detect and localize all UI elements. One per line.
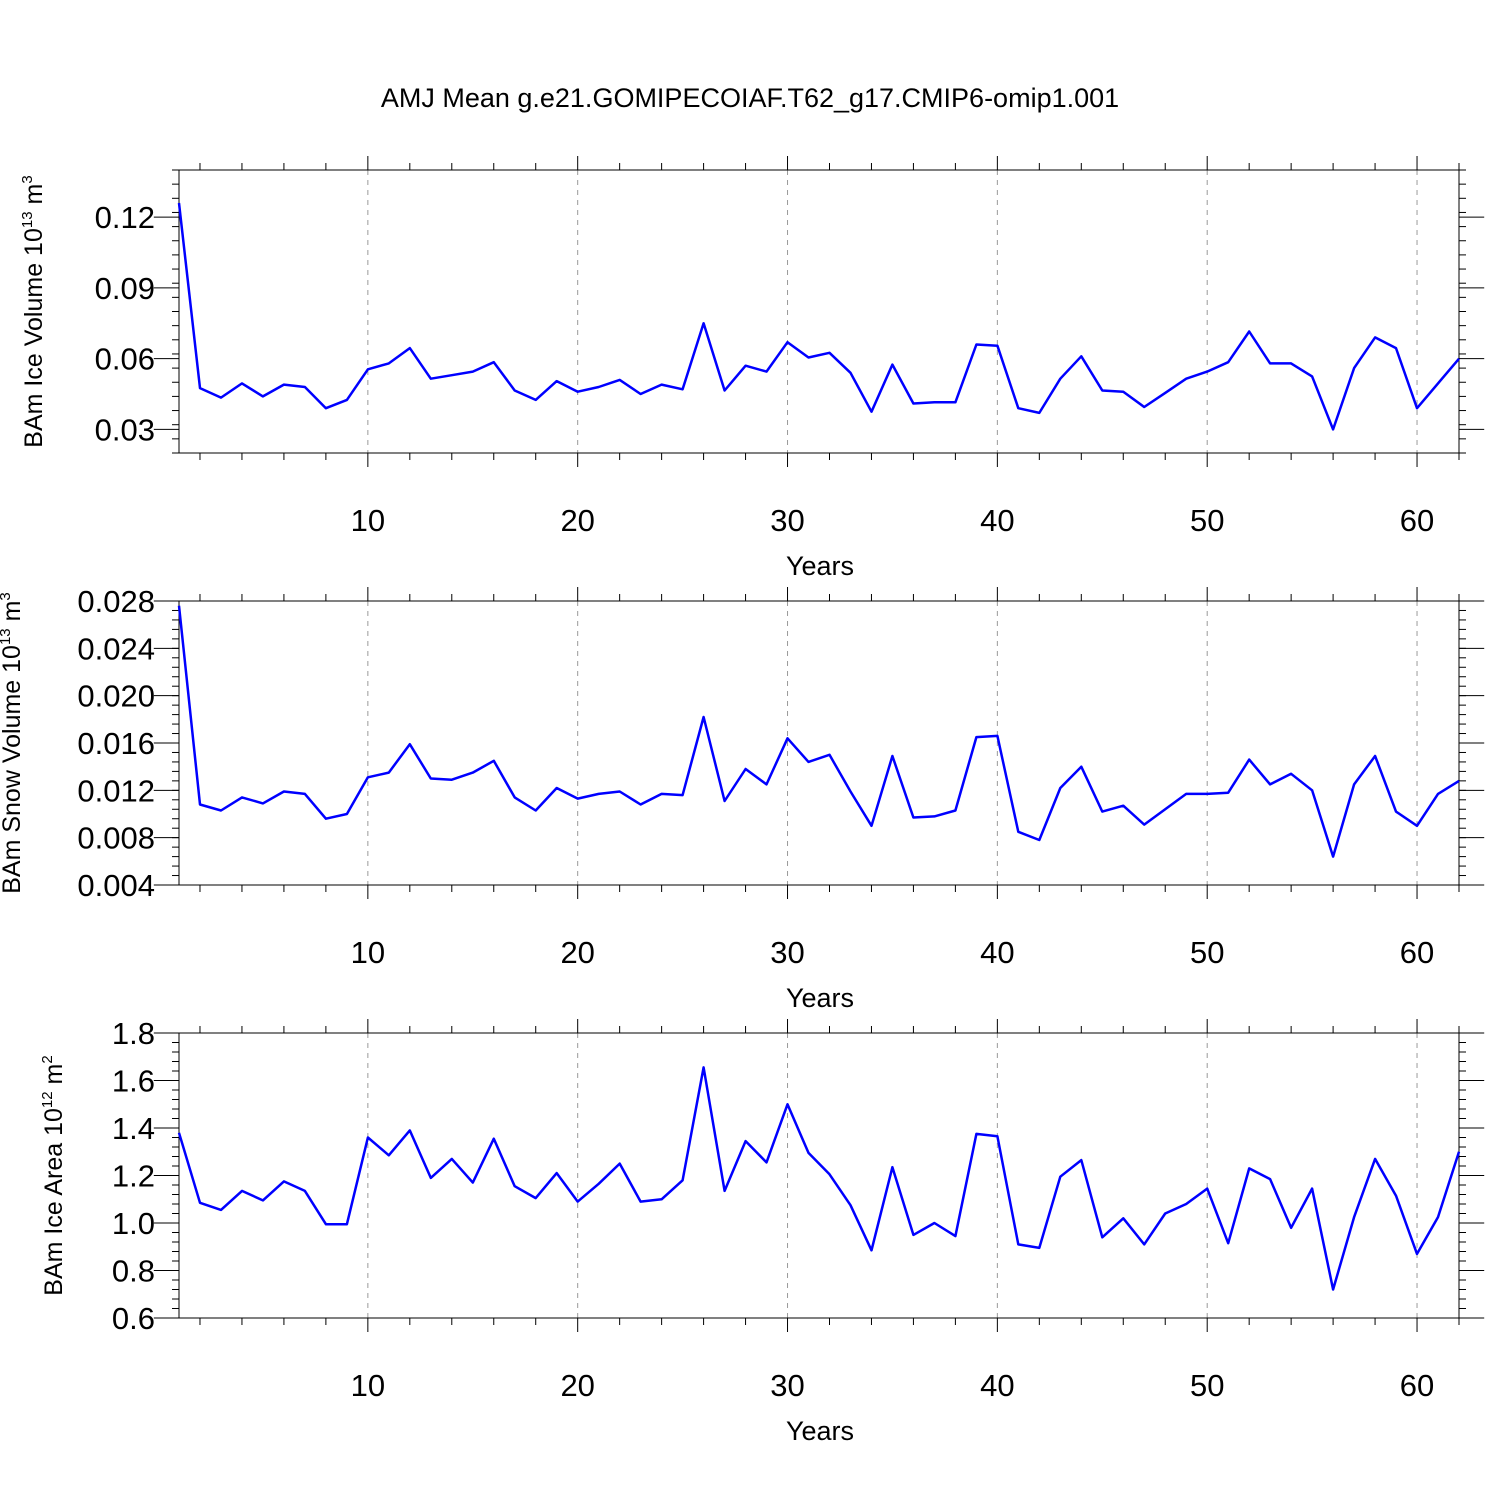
plot-frame xyxy=(178,169,1460,454)
y-tick-label: 0.06 xyxy=(95,342,155,377)
x-tick-label: 20 xyxy=(560,935,594,970)
x-tick-label: 40 xyxy=(980,935,1014,970)
y-axis-label-unit: m xyxy=(20,184,48,212)
y-axis-label-unit-exponent: 3 xyxy=(0,592,14,600)
y-tick-label: 0.024 xyxy=(77,631,155,666)
x-tick-label: 60 xyxy=(1400,1368,1434,1403)
y-axis-label-unit: m xyxy=(0,601,26,629)
y-tick-label: 1.0 xyxy=(112,1206,155,1241)
y-tick-label: 0.028 xyxy=(77,584,155,619)
y-axis-label: BAm Ice Area 1012 m2 xyxy=(39,1055,68,1295)
y-tick-label: 0.012 xyxy=(77,773,155,808)
y-tick-label: 0.09 xyxy=(95,271,155,306)
x-axis-label: Years xyxy=(786,1416,854,1446)
y-tick-label: 0.016 xyxy=(77,726,155,761)
y-tick-label: 0.020 xyxy=(77,679,155,714)
panel-ice-area: 10 20 30 40 50 600.60.81.01.21.41.61.8 Years … xyxy=(39,1016,1485,1446)
figure-title: AMJ Mean g.e21.GOMIPECOIAF.T62_g17.CMIP6… xyxy=(381,83,1119,113)
x-tick-label: 30 xyxy=(770,935,804,970)
x-tick-label: 10 xyxy=(351,1368,385,1403)
y-tick-label: 0.004 xyxy=(77,868,155,903)
x-tick-label: 10 xyxy=(351,503,385,538)
x-tick-label: 20 xyxy=(560,1368,594,1403)
x-tick-label: 30 xyxy=(770,503,804,538)
y-axis-label-unit-exponent: 2 xyxy=(39,1055,56,1063)
x-tick-label: 60 xyxy=(1400,935,1434,970)
y-tick-label: 1.2 xyxy=(112,1159,155,1194)
y-axis-label-text: BAm Ice Area 10 xyxy=(40,1108,68,1296)
y-axis-label-exponent: 12 xyxy=(39,1091,56,1108)
y-tick-label: 1.6 xyxy=(112,1064,155,1099)
y-axis-label-unit: m xyxy=(40,1064,68,1092)
y-tick-label: 0.03 xyxy=(95,412,155,447)
y-tick-label: 0.8 xyxy=(112,1254,155,1289)
x-tick-label: 30 xyxy=(770,1368,804,1403)
x-tick-label: 50 xyxy=(1190,1368,1224,1403)
y-axis-label-exponent: 13 xyxy=(19,211,36,228)
plot-frame xyxy=(178,1032,1460,1319)
y-axis-label-unit-exponent: 3 xyxy=(19,175,36,183)
x-tick-label: 60 xyxy=(1400,503,1434,538)
panel-snow-volume: 10 20 30 40 50 60 0.004 0.008 0.012 0.016 0.020 0.0… xyxy=(0,584,1485,1013)
ice-volume-series-line xyxy=(177,202,1460,431)
plot-frame xyxy=(178,600,1460,886)
y-axis-label: BAm Ice Volume 1013 m3 xyxy=(19,175,48,447)
ice-area-series-line xyxy=(177,1066,1461,1291)
x-axis-label: Years xyxy=(786,983,854,1013)
y-axis-label-exponent: 13 xyxy=(0,628,14,645)
y-tick-label: 1.4 xyxy=(112,1111,155,1146)
y-tick-label: 0.12 xyxy=(95,200,155,235)
x-tick-label: 10 xyxy=(351,935,385,970)
x-tick-label: 20 xyxy=(560,503,594,538)
x-tick-label: 40 xyxy=(980,1368,1014,1403)
panel-ice-volume: 10 20 30 40 50 60 0.03 0.06 0.09 0.12 Years BAm I… xyxy=(19,156,1485,581)
y-tick-label: 0.6 xyxy=(112,1301,155,1336)
y-axis-label: BAm Snow Volume 1013 m3 xyxy=(0,592,26,894)
snow-volume-series-line xyxy=(177,605,1460,858)
x-tick-label: 50 xyxy=(1190,935,1224,970)
y-axis-label-text: BAm Snow Volume 10 xyxy=(0,645,26,894)
x-tick-label: 50 xyxy=(1190,503,1224,538)
x-axis-label: Years xyxy=(786,551,854,581)
x-tick-label: 40 xyxy=(980,503,1014,538)
y-tick-label: 1.8 xyxy=(112,1016,155,1051)
y-tick-label: 0.008 xyxy=(77,821,155,856)
y-axis-label-text: BAm Ice Volume 10 xyxy=(20,228,48,448)
